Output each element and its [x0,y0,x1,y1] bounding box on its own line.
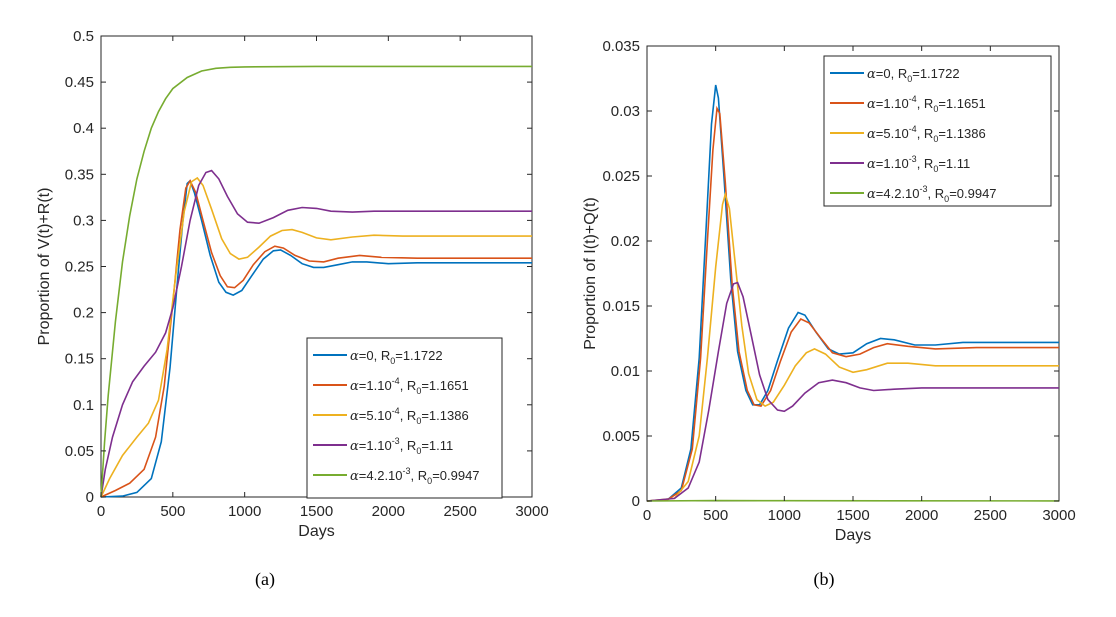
legend-box [306,337,503,499]
x-axis-label: Days [298,523,334,540]
chart-panel-b: 0 500 1000 1500 2000 2500 3000 0 0.005 0.01 0.015 0… [582,38,1076,590]
series-line-5 [100,65,532,498]
y-tick-label: 0.3 [73,212,94,229]
x-tick-label: 0 [97,503,105,520]
y-tick-label: 0.4 [73,120,94,137]
legend-entry: α=5.10-4, R0=1.1386 [350,406,469,426]
x-tick-label: 2000 [905,507,938,524]
x-tick-label: 500 [160,503,185,520]
series-line-3 [100,176,532,498]
x-tick-label: 3000 [515,503,548,520]
series-line-1 [100,179,532,498]
y-tick-label: 0.5 [73,28,94,45]
x-tick-label: 1000 [768,507,801,524]
y-tick-label: 0.05 [65,443,94,460]
series-line-4 [646,281,1059,502]
y-tick-label: 0.35 [65,166,94,183]
x-tick-label: 0 [643,507,651,524]
legend: α=0, R0=1.1722 α=1.10-4, R0=1.1651 α=5.10-… [823,55,1052,207]
y-tick-label: 0.25 [65,259,94,276]
panel-label: (a) [255,569,275,590]
legend-entry: α=4.2.10-3, R0=0.9947 [350,466,480,486]
x-tick-label: 3000 [1042,507,1075,524]
y-tick-label: 0.03 [611,103,640,120]
x-tick-label: 2000 [372,503,405,520]
legend-entry: α=5.10-4, R0=1.1386 [867,124,986,144]
series-line-2 [100,179,532,498]
legend-entry: α=1.10-4, R0=1.1651 [350,376,469,396]
y-tick-label: 0.1 [73,397,94,414]
y-axis-label: Proportion of V(t)+R(t) [36,188,53,346]
legend-entry: α=0, R0=1.1722 [867,66,960,84]
legend-entry: α=1.10-3, R0=1.11 [350,436,453,456]
legend: α=0, R0=1.1722 α=1.10-4, R0=1.1651 α=5.10-… [306,337,503,499]
y-tick-label: 0 [86,489,94,506]
x-axis-label: Days [835,527,871,544]
legend-entry: α=1.10-3, R0=1.11 [867,154,970,174]
y-tick-label: 0.01 [611,363,640,380]
y-tick-label: 0.45 [65,74,94,91]
legend-entry: α=4.2.10-3, R0=0.9947 [867,184,997,204]
x-tick-label: 1000 [228,503,261,520]
x-tick-label: 1500 [300,503,333,520]
legend-entry: α=0, R0=1.1722 [350,348,443,366]
y-axis-label: Proportion of I(t)+Q(t) [582,197,599,350]
series-line-2 [646,105,1059,502]
series-line-3 [646,191,1059,502]
legend-box [823,55,1052,207]
legend-entry: α=1.10-4, R0=1.1651 [867,94,986,114]
x-tick-label: 500 [703,507,728,524]
y-tick-label: 0.015 [602,298,640,315]
panel-label: (b) [814,569,835,590]
y-tick-label: 0.15 [65,351,94,368]
x-tick-label: 2500 [443,503,476,520]
y-tick-label: 0.2 [73,305,94,322]
x-tick-label: 1500 [836,507,869,524]
y-tick-label: 0.02 [611,233,640,250]
x-tick-label: 2500 [974,507,1007,524]
chart-panel-a: 0 500 1000 1500 2000 2500 3000 0 0.05 0.1 0.15 0.2 0… [36,28,549,590]
series-line-4 [100,169,532,498]
y-tick-label: 0.035 [602,38,640,55]
y-tick-label: 0.025 [602,168,640,185]
y-tick-label: 0 [632,493,640,510]
series-line-1 [646,84,1059,502]
y-tick-label: 0.005 [602,428,640,445]
